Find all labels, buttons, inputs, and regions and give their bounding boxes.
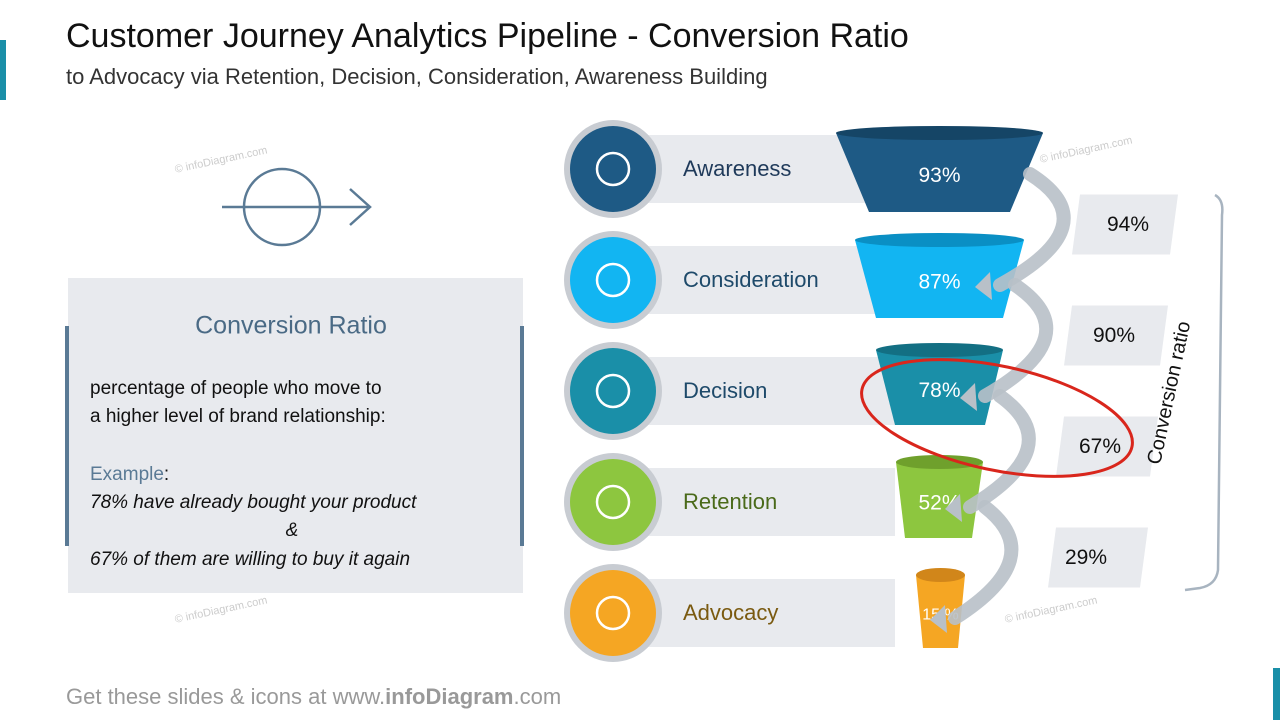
conversion-arrow xyxy=(948,500,1019,625)
arrow-head xyxy=(975,272,992,300)
bracket xyxy=(1184,193,1224,592)
funnel-top xyxy=(855,233,1024,247)
stage-label: Advocacy xyxy=(683,600,778,625)
title: Customer Journey Analytics Pipeline - Co… xyxy=(66,17,909,55)
arrow-head xyxy=(930,605,947,633)
icon-glyph xyxy=(595,262,631,298)
conversion-arrow xyxy=(978,278,1054,403)
funnel-top xyxy=(896,455,983,469)
icon-glyph xyxy=(595,373,631,409)
stage-value: 87% xyxy=(918,271,960,294)
definition-line: a higher level of brand relationship: xyxy=(90,406,386,427)
conversion-box xyxy=(1056,416,1158,477)
definition-box xyxy=(68,278,523,593)
funnel xyxy=(855,240,1024,318)
icon-circle xyxy=(570,348,656,434)
stage-band xyxy=(625,246,895,314)
subtitle: to Advocacy via Retention, Decision, Con… xyxy=(66,64,768,89)
funnel xyxy=(836,133,1043,212)
arrow-head xyxy=(960,383,977,411)
watermark: © infoDiagram.com xyxy=(1004,594,1099,625)
stage-label: Retention xyxy=(683,489,777,514)
stage-band xyxy=(625,579,895,647)
conversion-box xyxy=(1048,527,1148,588)
arrow-head xyxy=(945,494,962,522)
accent-bar xyxy=(0,40,6,100)
conversion-value: 90% xyxy=(1093,324,1135,347)
definition-line: percentage of people who move to xyxy=(90,378,382,399)
conversion-box xyxy=(1072,194,1178,255)
icon-glyph xyxy=(595,151,631,187)
example-word: Example xyxy=(90,464,164,485)
example-label: Example: xyxy=(90,464,169,485)
example-line: 67% of them are willing to buy it again xyxy=(90,549,410,570)
stage-label: Awareness xyxy=(683,156,791,181)
funnel-top xyxy=(836,126,1043,140)
footer-suffix: .com xyxy=(514,684,562,709)
footer: Get these slides & icons at www.infoDiag… xyxy=(66,684,561,709)
conversion-box xyxy=(1064,305,1168,366)
icon-circle xyxy=(570,126,656,212)
icon-circle xyxy=(570,459,656,545)
stage-label: Decision xyxy=(683,378,767,403)
box-bar xyxy=(65,326,69,546)
highlight-circle xyxy=(860,358,1134,478)
stage-band xyxy=(625,357,895,425)
accent-bar xyxy=(1273,668,1280,720)
conversion-arrow xyxy=(993,167,1071,292)
icon-glyph xyxy=(595,484,631,520)
conversion-arrow xyxy=(963,389,1036,514)
definition-title: Conversion Ratio xyxy=(195,312,387,340)
conversion-value: 94% xyxy=(1107,213,1149,236)
stage-band xyxy=(625,468,895,536)
stage-value: 93% xyxy=(918,164,960,187)
icon-circle xyxy=(570,237,656,323)
icon-circle xyxy=(570,570,656,656)
funnel-top xyxy=(876,343,1003,357)
footer-brand: infoDiagram xyxy=(385,684,513,709)
box-bar xyxy=(520,326,524,546)
watermark: © infoDiagram.com xyxy=(174,144,269,175)
stage-label: Consideration xyxy=(683,267,819,292)
watermark: © infoDiagram.com xyxy=(1039,134,1134,165)
icon-glyph xyxy=(595,595,631,631)
example-line: & xyxy=(286,520,299,541)
footer-prefix: Get these slides & icons at www. xyxy=(66,684,385,709)
conversion-value: 67% xyxy=(1079,435,1121,458)
ratio-icon xyxy=(222,167,372,247)
watermark: © infoDiagram.com xyxy=(174,594,269,625)
example-line: 78% have already bought your product xyxy=(90,492,417,513)
conversion-value: 29% xyxy=(1065,546,1107,569)
stage-value: 78% xyxy=(918,379,960,402)
example-colon: : xyxy=(164,464,169,485)
funnel-top xyxy=(916,568,965,582)
